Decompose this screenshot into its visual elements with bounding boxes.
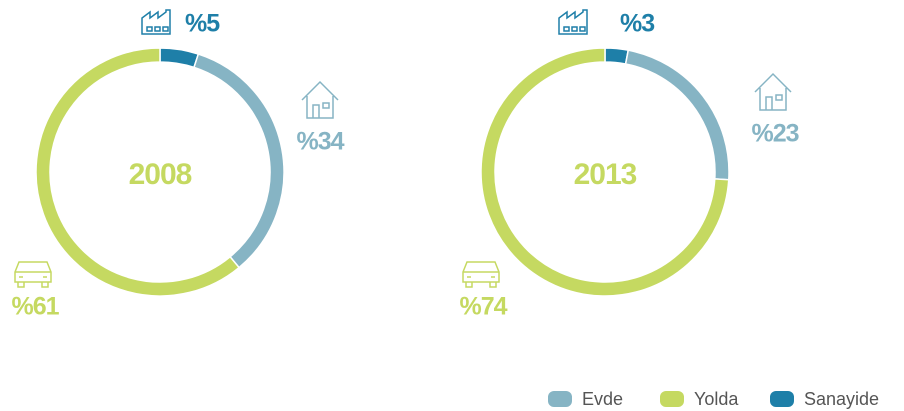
- donut-segment: [193, 53, 285, 269]
- donut-segment: [624, 49, 730, 181]
- value-label: %34: [296, 128, 344, 156]
- donut-chart: %3 %23 %74 2013: [459, 9, 800, 321]
- legend-swatch: [770, 391, 794, 407]
- house-icon: [301, 80, 339, 119]
- factory-icon: [558, 9, 588, 35]
- center-title: 2008: [129, 158, 192, 191]
- donut-segment: [159, 47, 200, 69]
- car-icon: [14, 261, 52, 288]
- legend-label: Sanayide: [804, 389, 879, 409]
- donut-chart: %5 %34 %61 2008: [11, 9, 346, 321]
- legend-label: Yolda: [694, 389, 739, 409]
- donut-segment: [35, 47, 241, 297]
- value-label: %74: [459, 293, 507, 321]
- center-title: 2013: [574, 158, 637, 191]
- value-label: %23: [751, 120, 798, 148]
- legend: Evde Yolda Sanayide: [548, 389, 879, 409]
- factory-icon: [141, 9, 171, 35]
- legend-swatch: [548, 391, 572, 407]
- donut-segment: [480, 47, 730, 297]
- value-label: %61: [11, 293, 59, 321]
- value-label: %5: [185, 10, 220, 38]
- house-icon: [754, 72, 792, 111]
- legend-swatch: [660, 391, 684, 407]
- legend-label: Evde: [582, 389, 623, 409]
- car-icon: [462, 261, 500, 288]
- donut-segment: [604, 47, 630, 65]
- value-label: %3: [620, 10, 654, 38]
